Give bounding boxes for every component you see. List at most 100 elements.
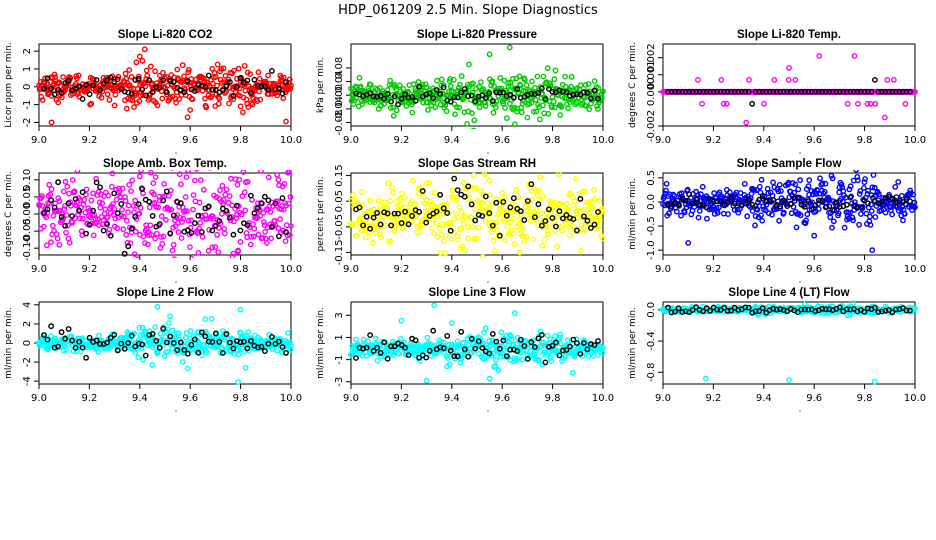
data-point-reference (265, 197, 272, 204)
data-point (390, 112, 397, 119)
data-point-reference (731, 200, 738, 207)
data-point (581, 94, 588, 101)
data-point (214, 61, 221, 68)
data-point-reference (826, 88, 833, 95)
data-point (494, 227, 500, 233)
data-point-reference (500, 89, 507, 96)
data-point (855, 100, 861, 107)
data-point-reference (879, 88, 885, 95)
data-point-reference (51, 91, 58, 98)
data-point (760, 203, 767, 210)
data-point (756, 183, 763, 190)
data-point-reference (735, 88, 742, 95)
data-point (565, 206, 571, 213)
data-point (128, 188, 134, 195)
data-point (69, 177, 76, 183)
data-point-reference (261, 348, 268, 354)
data-point-reference (416, 83, 422, 90)
data-point (143, 67, 150, 74)
y-tick-label: 0.10 (22, 169, 33, 191)
data-point-reference (79, 344, 86, 351)
data-point-reference (142, 352, 149, 359)
data-point (684, 186, 691, 193)
data-point (582, 188, 588, 195)
data-point (147, 63, 154, 70)
data-point (585, 206, 591, 213)
data-point (492, 356, 499, 363)
data-point (226, 193, 233, 200)
y-tick-label: 0.001 (646, 60, 657, 89)
data-point (666, 191, 673, 198)
data-point (514, 356, 520, 362)
data-point-reference (539, 222, 545, 229)
data-point (758, 212, 764, 219)
data-point-reference (167, 333, 174, 340)
data-point (493, 218, 500, 225)
y-tick-label: -0.10 (22, 235, 33, 261)
data-point (202, 151, 206, 155)
data-point (797, 212, 804, 219)
data-point (876, 191, 882, 198)
data-point-reference (728, 195, 734, 201)
data-point-outlier (806, 177, 813, 184)
data-point (104, 91, 111, 98)
data-point (280, 95, 287, 102)
data-point-reference (749, 100, 756, 107)
data-point-reference (440, 205, 447, 212)
data-point (199, 352, 205, 359)
data-point (256, 75, 263, 82)
data-point-reference (163, 188, 170, 195)
data-point (384, 204, 390, 211)
data-point-reference (815, 88, 822, 95)
data-point-reference (798, 88, 805, 95)
data-point (563, 201, 570, 207)
data-point (88, 197, 95, 204)
data-point (75, 72, 82, 79)
data-point-reference (275, 85, 282, 92)
data-point (510, 230, 517, 237)
panel-title: Slope Li-820 Temp. (737, 29, 841, 41)
y-tick-label: 1 (22, 66, 33, 72)
data-point (861, 184, 867, 191)
data-point-reference (177, 339, 184, 346)
data-point (49, 222, 56, 229)
data-point-reference (86, 334, 93, 341)
data-point-reference (759, 88, 766, 95)
data-point-reference (819, 197, 826, 204)
data-point (165, 193, 172, 199)
data-point (482, 325, 489, 332)
data-point-reference (556, 352, 563, 359)
data-point-reference (668, 88, 675, 95)
x-tick-label: 9.8 (545, 264, 561, 275)
data-point-reference (829, 88, 836, 95)
data-point (51, 71, 58, 78)
x-tick-label: 9.0 (343, 393, 359, 404)
data-point (452, 111, 458, 118)
data-point (520, 226, 526, 233)
data-point (54, 235, 61, 242)
data-point (202, 95, 208, 102)
data-point-reference (854, 88, 861, 95)
data-point (356, 74, 363, 81)
data-point-reference (139, 86, 146, 93)
data-point (858, 211, 864, 217)
data-point (227, 175, 234, 182)
data-point (205, 247, 212, 254)
panel-3: Slope Li-820 Temp.9.0 9.2 9.4 9.6 9.8 10.0-0.… (628, 29, 926, 154)
data-point (174, 343, 181, 350)
data-point (282, 238, 289, 245)
data-point-reference (468, 201, 475, 208)
data-point (599, 349, 606, 356)
y-axis-label: kPa per min. (316, 57, 326, 113)
data-point (910, 191, 917, 198)
data-point-reference (672, 308, 678, 315)
data-point (43, 242, 50, 249)
data-point-reference (465, 93, 472, 100)
data-point (872, 100, 879, 107)
data-point (145, 228, 152, 235)
data-point (758, 176, 765, 183)
data-point (205, 265, 209, 269)
data-point (829, 175, 836, 182)
data-point (480, 206, 487, 213)
data-point (159, 95, 166, 102)
